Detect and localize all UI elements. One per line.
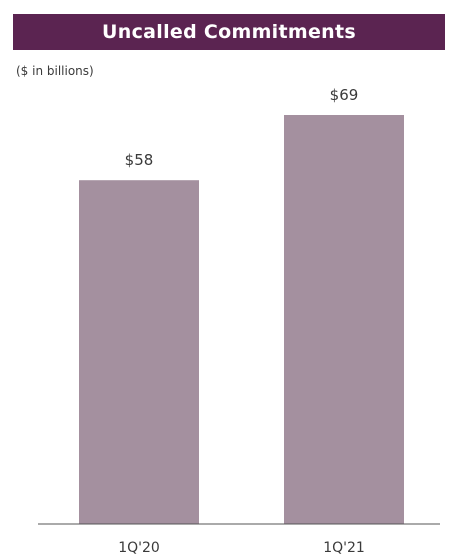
- category-label-0: 1Q'20: [118, 540, 160, 556]
- bar-0: [79, 180, 199, 525]
- bar-value-label-0: $58: [125, 151, 154, 169]
- bars-layer: $58 1Q'20 $69 1Q'21: [79, 86, 404, 556]
- category-label-1: 1Q'21: [323, 540, 365, 556]
- bar-value-label-1: $69: [330, 86, 359, 104]
- bar-1: [284, 115, 404, 524]
- chart-title: Uncalled Commitments: [13, 14, 445, 50]
- unit-label: ($ in billions): [16, 64, 94, 78]
